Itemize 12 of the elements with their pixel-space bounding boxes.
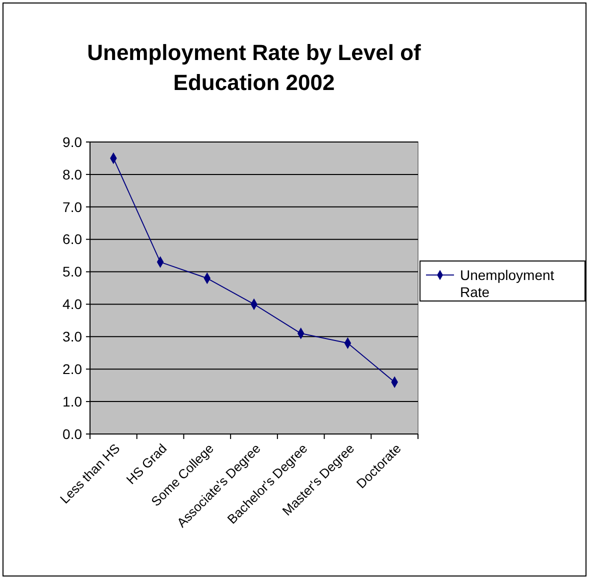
- y-tick-label: 3.0: [62, 328, 82, 345]
- y-tick-label: 7.0: [62, 198, 82, 215]
- y-tick-label: 1.0: [62, 393, 82, 410]
- y-tick-label: 6.0: [62, 231, 82, 248]
- chart-title: Unemployment Rate by Level of Education 2002: [87, 40, 422, 95]
- y-tick-label: 0.0: [62, 426, 82, 442]
- y-tick-label: 8.0: [62, 166, 82, 182]
- legend-label: Unemployment Rate: [460, 266, 554, 300]
- y-tick-label: 4.0: [62, 296, 82, 312]
- y-tick-label: 2.0: [62, 361, 82, 378]
- y-tick-label: 9.0: [62, 134, 82, 150]
- y-tick-label: 5.0: [62, 264, 82, 280]
